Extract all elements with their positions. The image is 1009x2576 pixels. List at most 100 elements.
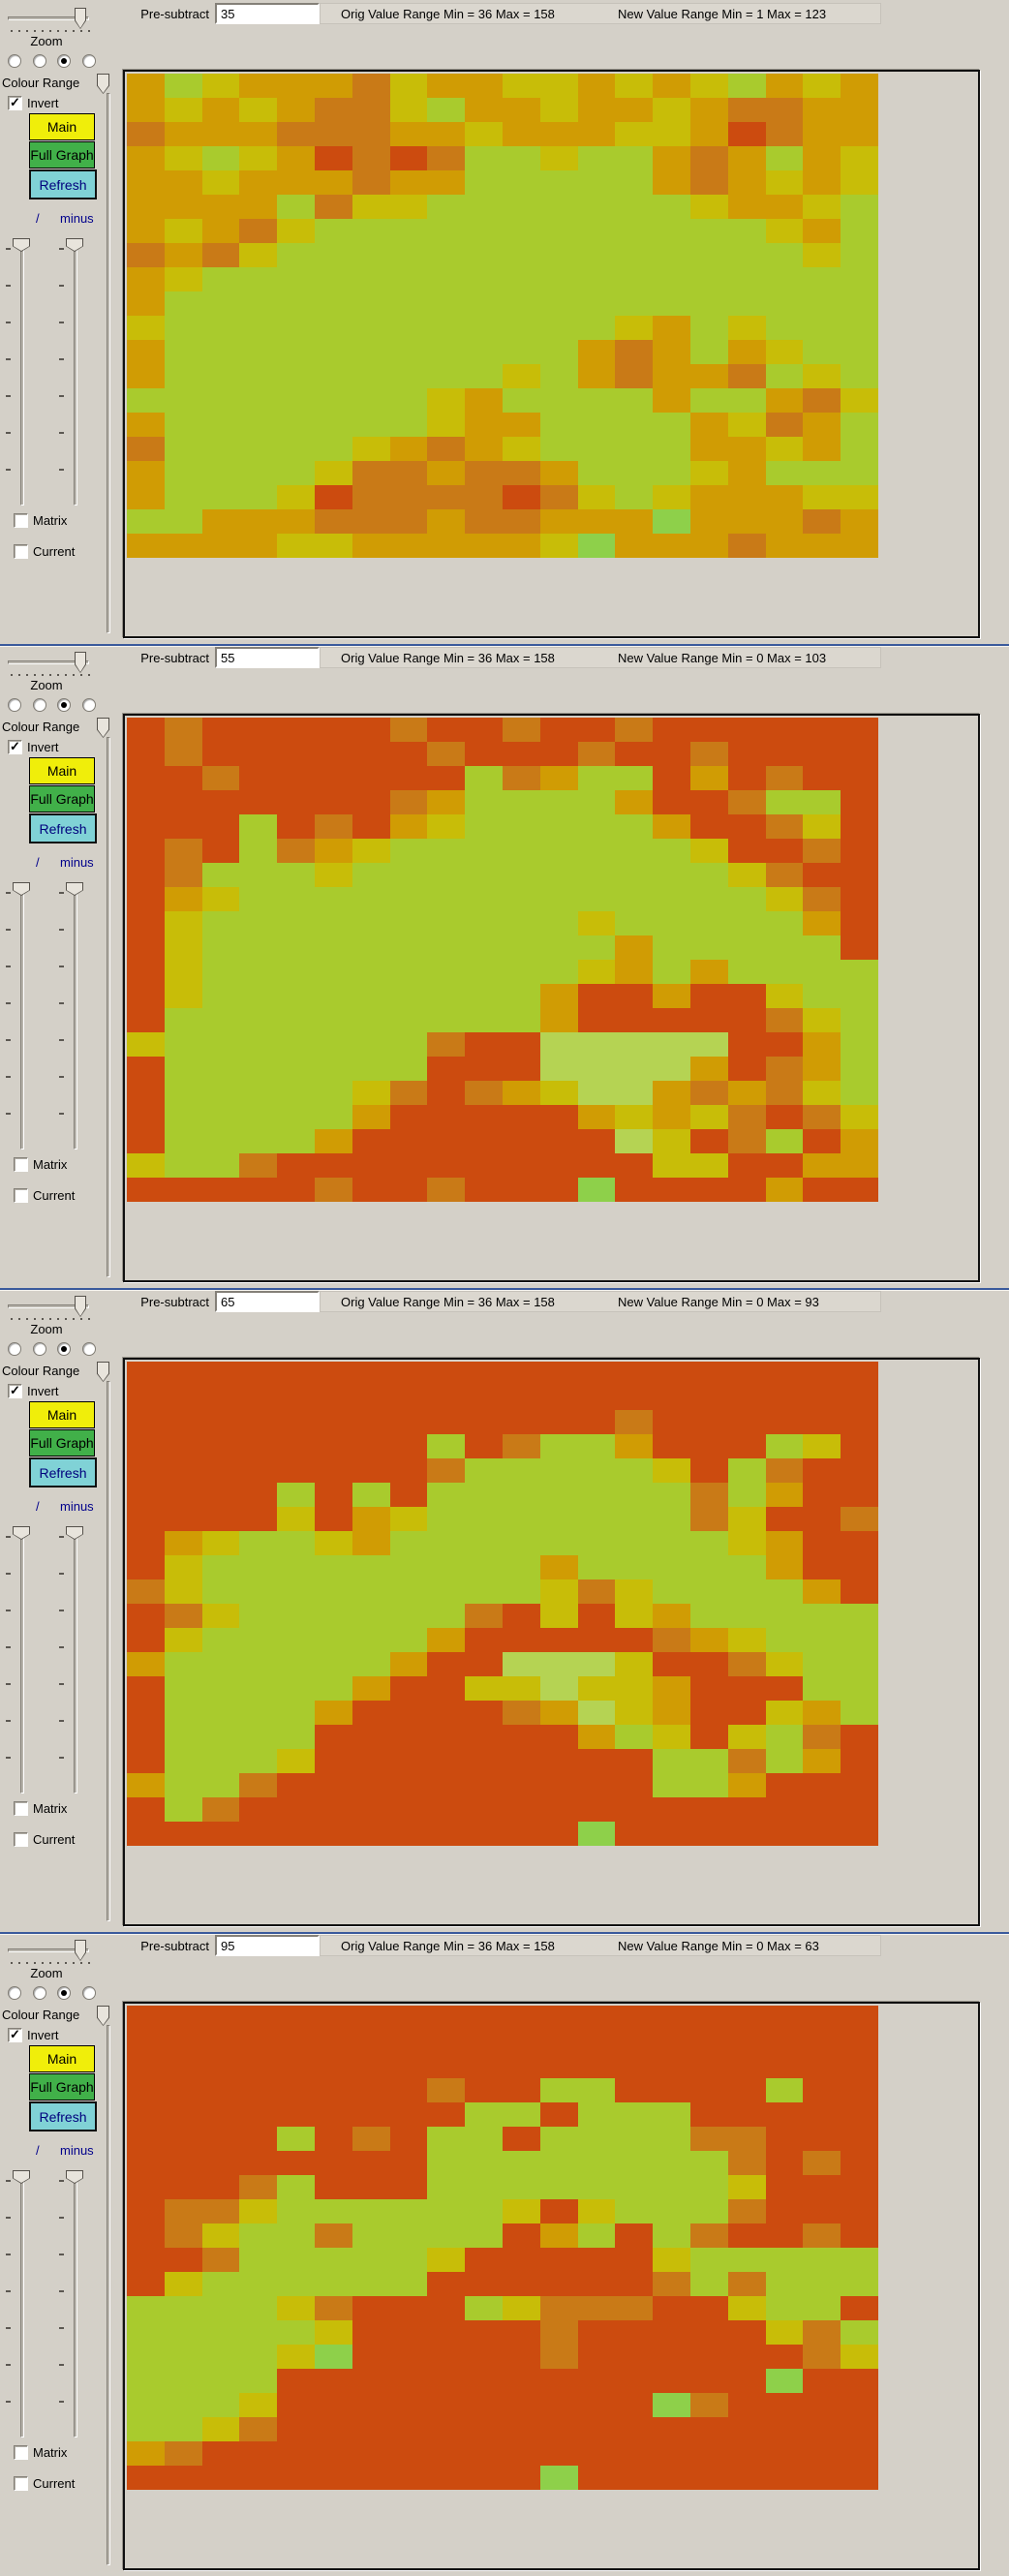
heatmap-cell <box>201 1008 240 1032</box>
heatmap-cell <box>689 316 728 340</box>
main-button[interactable]: Main <box>29 1401 95 1428</box>
heatmap-cell <box>803 2296 841 2320</box>
matrix-checkbox[interactable] <box>14 1801 28 1816</box>
current-checkbox[interactable] <box>14 1832 28 1847</box>
matrix-checkbox[interactable] <box>14 513 28 528</box>
colour-range-slider-thumb[interactable] <box>97 718 109 738</box>
current-checkbox[interactable] <box>14 1188 28 1203</box>
main-button[interactable]: Main <box>29 757 95 784</box>
heatmap-cell <box>765 766 804 790</box>
colour-range-slider-track[interactable] <box>107 1381 110 1921</box>
zoom-radio-4[interactable] <box>82 54 96 68</box>
heatmap-cell <box>127 2417 165 2441</box>
pre-subtract-input[interactable] <box>215 647 320 668</box>
full-graph-button[interactable]: Full Graph <box>29 141 95 169</box>
top-slider-thumb[interactable] <box>75 1940 86 1961</box>
pre-subtract-input[interactable] <box>215 1291 320 1312</box>
top-slider-thumb[interactable] <box>75 1296 86 1317</box>
top-slider-track[interactable] <box>8 16 89 20</box>
heatmap-cell <box>127 388 165 413</box>
pre-subtract-input[interactable] <box>215 1935 320 1956</box>
left-slider-thumb[interactable] <box>13 882 30 896</box>
matrix-checkbox[interactable] <box>14 2445 28 2460</box>
zoom-radio-1[interactable] <box>8 1342 21 1356</box>
zoom-radio-4[interactable] <box>82 698 96 712</box>
right-slider-thumb[interactable] <box>66 2170 83 2184</box>
right-slider-track[interactable] <box>74 2178 77 2438</box>
zoom-radio-2[interactable] <box>33 54 46 68</box>
left-slider-thumb[interactable] <box>13 1526 30 1540</box>
right-slider-track[interactable] <box>74 1534 77 1794</box>
main-button[interactable]: Main <box>29 113 95 140</box>
colour-range-slider-thumb[interactable] <box>97 2006 109 2026</box>
heatmap-cell <box>765 2272 804 2296</box>
zoom-radio-3[interactable] <box>57 1342 71 1356</box>
refresh-button[interactable]: Refresh <box>29 813 97 843</box>
top-slider-track[interactable] <box>8 660 89 664</box>
zoom-radio-3[interactable] <box>57 54 71 68</box>
heatmap-cell <box>201 243 240 267</box>
zoom-radio-4[interactable] <box>82 1986 96 2000</box>
right-slider-track[interactable] <box>74 246 77 506</box>
zoom-radio-3[interactable] <box>57 1986 71 2000</box>
left-slider-thumb[interactable] <box>13 238 30 252</box>
invert-checkbox[interactable] <box>8 95 22 110</box>
left-slider-thumb[interactable] <box>13 2170 30 2184</box>
left-slider-track[interactable] <box>20 2178 24 2438</box>
heatmap-cell <box>765 1773 804 1797</box>
zoom-radio-1[interactable] <box>8 698 21 712</box>
top-slider-thumb[interactable] <box>75 652 86 673</box>
current-checkbox[interactable] <box>14 544 28 559</box>
main-button[interactable]: Main <box>29 2045 95 2072</box>
top-slider-thumb[interactable] <box>75 8 86 29</box>
zoom-radio-2[interactable] <box>33 698 46 712</box>
colour-range-slider-thumb[interactable] <box>97 74 109 94</box>
right-slider-thumb[interactable] <box>66 238 83 252</box>
invert-checkbox[interactable] <box>8 2027 22 2042</box>
matrix-checkbox[interactable] <box>14 1157 28 1172</box>
zoom-radio-3[interactable] <box>57 698 71 712</box>
colour-range-slider-track[interactable] <box>107 737 110 1277</box>
heatmap-cell <box>577 485 616 509</box>
heatmap-cell <box>727 1105 766 1129</box>
heatmap-cell <box>727 170 766 195</box>
heatmap-cell <box>239 1153 278 1178</box>
refresh-button[interactable]: Refresh <box>29 2101 97 2131</box>
zoom-radio-2[interactable] <box>33 1986 46 2000</box>
heatmap-cell <box>689 1434 728 1458</box>
heatmap-cell <box>201 1676 240 1701</box>
refresh-button[interactable]: Refresh <box>29 1457 97 1487</box>
heatmap-cell <box>164 1434 202 1458</box>
heatmap-cell <box>803 1458 841 1483</box>
heatmap-cell <box>803 2199 841 2223</box>
refresh-button[interactable]: Refresh <box>29 169 97 199</box>
heatmap-cell <box>352 863 390 887</box>
zoom-radio-4[interactable] <box>82 1342 96 1356</box>
invert-checkbox[interactable] <box>8 1383 22 1398</box>
zoom-radio-1[interactable] <box>8 54 21 68</box>
top-slider-track[interactable] <box>8 1304 89 1308</box>
full-graph-button[interactable]: Full Graph <box>29 1429 95 1457</box>
heatmap-cell <box>653 887 690 911</box>
colour-range-slider-thumb[interactable] <box>97 1362 109 1382</box>
invert-checkbox[interactable] <box>8 739 22 754</box>
heatmap-cell <box>427 534 466 558</box>
heatmap-cell <box>765 1057 804 1081</box>
colour-range-slider-track[interactable] <box>107 93 110 633</box>
colour-range-slider-track[interactable] <box>107 2025 110 2565</box>
left-slider-track[interactable] <box>20 1534 24 1794</box>
left-slider-track[interactable] <box>20 890 24 1150</box>
heatmap-cell <box>389 814 428 839</box>
full-graph-button[interactable]: Full Graph <box>29 2073 95 2101</box>
top-slider-track[interactable] <box>8 1948 89 1952</box>
right-slider-track[interactable] <box>74 890 77 1150</box>
right-slider-thumb[interactable] <box>66 882 83 896</box>
zoom-radio-1[interactable] <box>8 1986 21 2000</box>
full-graph-button[interactable]: Full Graph <box>29 785 95 813</box>
current-checkbox[interactable] <box>14 2476 28 2491</box>
zoom-radio-2[interactable] <box>33 1342 46 1356</box>
pre-subtract-input[interactable] <box>215 3 320 24</box>
right-slider-thumb[interactable] <box>66 1526 83 1540</box>
heatmap-cell <box>427 1458 466 1483</box>
left-slider-track[interactable] <box>20 246 24 506</box>
